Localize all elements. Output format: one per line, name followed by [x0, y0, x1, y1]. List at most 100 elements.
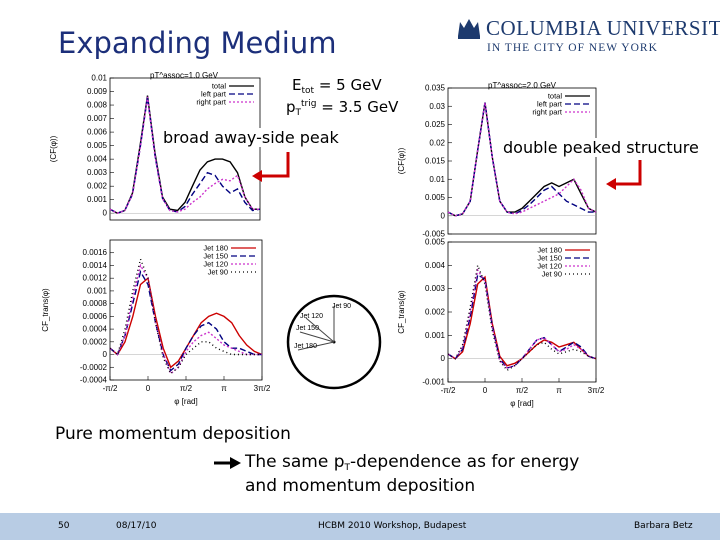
y-tick-label: 0 — [441, 211, 446, 220]
legend-label: Jet 90 — [542, 270, 562, 279]
legend-label: Jet 180 — [203, 244, 228, 253]
slide-footer: 50 08/17/10 HCBM 2010 Workshop, Budapest… — [0, 513, 720, 540]
y-tick-label: 0.003 — [87, 168, 108, 177]
y-tick-label: 0.0002 — [83, 337, 108, 346]
y-tick-label: 0.001 — [425, 331, 446, 340]
footer-page-number: 50 — [58, 521, 70, 531]
y-tick-label: 0.015 — [425, 157, 446, 166]
bottom-text-line2: The same pT-dependence as for energy — [245, 452, 580, 473]
footer-author: Barbara Betz — [634, 521, 693, 531]
legend-label: Jet 120 — [203, 260, 228, 269]
chart-title: pT^assoc=1.0 GeV — [150, 71, 219, 80]
series-line-left-part — [447, 102, 596, 217]
y-tick-label: -0.0004 — [80, 376, 108, 385]
legend-label: right part — [196, 98, 227, 107]
y-tick-label: 0.0004 — [83, 325, 108, 334]
footer-event: HCBM 2010 Workshop, Budapest — [318, 521, 467, 531]
legend-label: Jet 90 — [208, 268, 228, 277]
y-tick-label: 0.005 — [425, 193, 446, 202]
y-tick-label: -0.001 — [422, 378, 445, 387]
y-axis-label: (CF(φ)) — [397, 147, 406, 174]
y-tick-label: 0.03 — [429, 102, 445, 111]
y-tick-label: 0.035 — [425, 84, 446, 93]
bottom-text-line3: and momentum deposition — [245, 476, 476, 496]
y-axis-label: (CF(φ)) — [49, 135, 58, 162]
x-tick-label: 3π/2 — [588, 386, 605, 395]
y-tick-label: 0.0006 — [83, 312, 108, 321]
y-tick-label: 0.005 — [425, 238, 446, 247]
y-tick-label: 0.02 — [429, 138, 445, 147]
legend-label: total — [212, 82, 227, 91]
x-tick-label: 0 — [146, 384, 151, 393]
bottom-text-line1: Pure momentum deposition — [55, 424, 291, 444]
chart-title: pT^assoc=2.0 GeV — [488, 81, 557, 90]
y-tick-label: 0.0008 — [83, 299, 108, 308]
chart-bottom-left: -0.0004 -0.0002 0 0.0002 0.0004 0.0006 0.0008 0… — [41, 239, 271, 406]
x-tick-label: -π/2 — [441, 386, 456, 395]
y-tick-label: 0 — [441, 354, 446, 363]
x-tick-label: π — [556, 386, 562, 395]
trigger-label: pTtrig = 3.5 GeV — [286, 98, 399, 118]
y-tick-label: 0.008 — [87, 101, 108, 110]
arrow-left-icon — [252, 152, 290, 182]
y-tick-label: 0.01 — [429, 175, 445, 184]
chart-bottom-right: -0.001 0 0.001 0.002 0.003 0.004 0.005 -π/2 0 π/2… — [397, 238, 605, 409]
y-tick-label: 0.001 — [87, 195, 108, 204]
chart-top-left: 0 0.001 0.002 0.003 0.004 0.005 0.006 0.007 0.00… — [49, 71, 261, 221]
series-line-jet-120 — [109, 263, 262, 375]
arrow-right-icon — [606, 160, 642, 190]
chart-top-right: -0.005 0 0.005 0.01 0.015 0.02 0.025 0.03 0.035 t… — [397, 81, 597, 239]
columbia-logo: COLUMBIA UNIVERSITY IN THE CITY OF NEW Y… — [456, 14, 720, 60]
callout-broad-away-side: broad away-side peak — [163, 128, 339, 147]
plot-frame — [109, 239, 263, 381]
y-tick-label: 0.0016 — [83, 248, 108, 257]
y-tick-label: 0.002 — [425, 308, 446, 317]
legend-label: Jet 180 — [537, 246, 562, 255]
y-tick-label: 0.004 — [425, 261, 446, 270]
plot-frame — [447, 87, 597, 235]
y-tick-label: 0 — [103, 209, 108, 218]
series-line-jet-150 — [447, 273, 597, 369]
y-tick-label: 0.004 — [87, 155, 108, 164]
inset-label-jet180: Jet 180 — [294, 343, 317, 350]
y-tick-label: -0.0002 — [80, 363, 108, 372]
callout-double-peaked: double peaked structure — [503, 138, 699, 157]
legend-label: left part — [201, 90, 227, 99]
x-tick-label: π/2 — [180, 384, 193, 393]
footer-date: 08/17/10 — [116, 521, 157, 531]
y-tick-label: 0.025 — [425, 120, 446, 129]
inset-label-jet90: Jet 90 — [332, 303, 351, 310]
y-tick-label: -0.005 — [422, 230, 445, 239]
series-line-jet-150 — [109, 269, 262, 372]
y-tick-label: 0.007 — [87, 114, 108, 123]
y-axis-label: CF_trans(φ) — [41, 288, 50, 332]
legend-label: Jet 150 — [537, 254, 562, 263]
series-line-jet-90 — [447, 262, 597, 372]
legend-label: right part — [532, 108, 563, 117]
plot-frame — [109, 77, 261, 221]
legend-label: Jet 150 — [203, 252, 228, 261]
jet-direction-inset: Jet 90 Jet 120 Jet 150 Jet 180 — [286, 294, 382, 390]
x-axis-label: φ [rad] — [174, 397, 197, 406]
inset-label-jet120: Jet 120 — [300, 313, 323, 320]
legend-label: total — [548, 92, 563, 101]
x-axis-label: φ [rad] — [510, 399, 533, 408]
y-axis-label: CF_trans(φ) — [397, 290, 406, 334]
series-line-total — [109, 95, 260, 214]
series-line-right-part — [109, 96, 260, 214]
slide-title: Expanding Medium — [58, 26, 337, 60]
y-tick-label: 0.001 — [87, 286, 108, 295]
x-tick-label: π — [221, 384, 227, 393]
y-tick-label: 0.009 — [87, 87, 108, 96]
y-tick-label: 0.003 — [425, 284, 446, 293]
y-tick-label: 0.006 — [87, 128, 108, 137]
crown-icon — [458, 19, 480, 39]
y-tick-label: 0.0014 — [83, 261, 108, 270]
y-tick-label: 0.002 — [87, 182, 108, 191]
energy-label: Etot = 5 GeV — [292, 76, 382, 96]
y-tick-label: 0.01 — [91, 74, 107, 83]
y-tick-label: 0.005 — [87, 141, 108, 150]
inset-label-jet150: Jet 150 — [296, 325, 319, 332]
plot-frame — [447, 241, 597, 383]
logo-university-name: COLUMBIA UNIVERSITY — [486, 16, 720, 40]
